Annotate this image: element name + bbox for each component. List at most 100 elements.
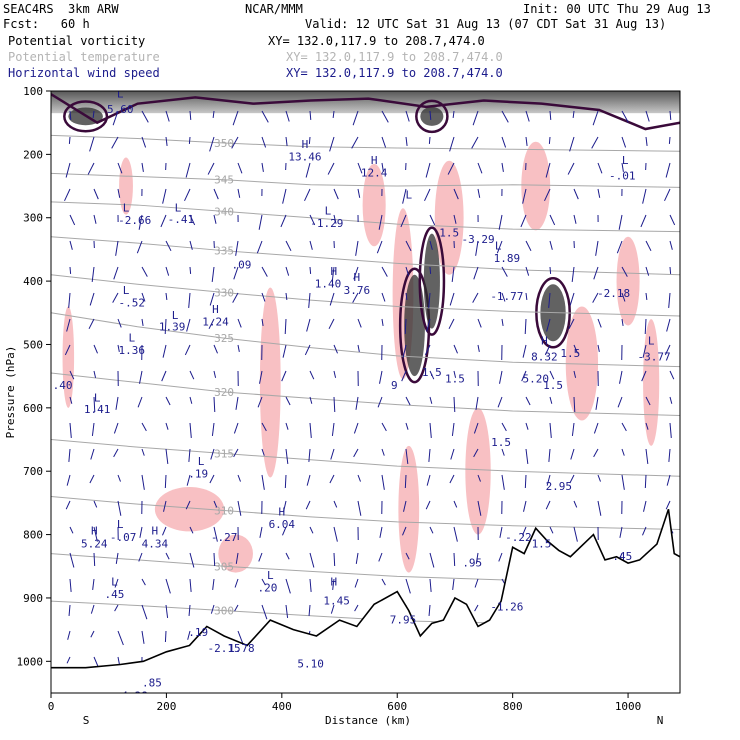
wind-vector	[621, 292, 626, 302]
theta-line-315	[51, 439, 680, 477]
wind-vector	[189, 240, 193, 250]
wind-vector	[261, 474, 265, 490]
wind-vector	[669, 110, 672, 121]
wind-vector	[306, 318, 311, 332]
wind-vector	[405, 422, 409, 430]
wind-vector	[473, 422, 479, 434]
wind-vector	[285, 136, 288, 146]
wind-vector	[453, 552, 456, 567]
wind-vector	[333, 188, 339, 200]
wind-vector	[666, 474, 671, 486]
wind-vector	[333, 214, 337, 224]
wind-vector	[549, 422, 552, 438]
terrain-fill	[51, 509, 680, 693]
wind-vector	[548, 448, 551, 462]
wind-vector	[545, 500, 551, 510]
wind-vector	[352, 110, 359, 126]
wind-vector	[496, 240, 503, 254]
stratosphere-shading	[51, 91, 680, 114]
wind-vector	[66, 656, 71, 664]
contour-annotation: 3.76	[344, 284, 371, 297]
contour-annotation: -.41	[168, 213, 195, 226]
terrain	[51, 508, 680, 693]
wind-vector	[403, 500, 407, 512]
wind-vector	[546, 474, 551, 486]
contour-annotation: 1.5	[543, 379, 563, 392]
contour-annotation: H	[279, 506, 286, 519]
wind-vector	[141, 630, 145, 644]
pink-region-6	[398, 445, 420, 573]
y-tick-label: 400	[23, 275, 43, 288]
contour-annotation: L	[495, 239, 502, 252]
contour-annotation: H	[152, 525, 159, 538]
wind-vector	[309, 266, 312, 275]
field-xy-pv: XY= 132.0,117.9 to 208.7,474.0	[268, 34, 485, 48]
contour-annotation: .19	[188, 468, 208, 481]
wind-vector	[141, 136, 147, 148]
contour-annotation: 7.95	[390, 613, 417, 626]
wind-vector	[451, 422, 455, 436]
wind-vector	[213, 526, 218, 542]
field-xy-theta: XY= 132.0,117.9 to 208.7,474.0	[286, 50, 503, 64]
pv-core-1	[423, 233, 440, 329]
wind-vector	[233, 448, 239, 458]
wind-vector	[69, 266, 72, 275]
wind-vector	[165, 292, 168, 301]
wind-vector	[283, 500, 287, 512]
wind-vector	[184, 344, 191, 356]
contour-annotations: L5.60L-2.66L-.41H13.46L-1.29H12.4L-.52L1…	[53, 91, 671, 693]
wind-vector	[163, 500, 167, 512]
model-title: SEAC4RS 3km ARW	[3, 2, 119, 16]
wind-vector	[327, 162, 335, 175]
wind-vector	[285, 604, 289, 618]
wind-vector	[90, 604, 95, 614]
wind-vector	[357, 188, 361, 198]
wind-vector	[645, 396, 651, 406]
wind-vector	[402, 526, 407, 536]
wind-vector	[549, 370, 555, 380]
x-tick-label: 200	[156, 700, 176, 713]
wind-vector	[381, 136, 387, 148]
theta-label-300: 300	[214, 605, 234, 618]
wind-vector	[597, 318, 602, 328]
wind-vector	[616, 240, 623, 254]
contour-annotation: -.52	[119, 296, 146, 309]
wind-vector	[497, 396, 503, 408]
wind-vector	[354, 578, 359, 588]
wind-vector	[545, 162, 551, 178]
wind-vector	[405, 240, 412, 252]
wind-vector	[112, 110, 119, 126]
wind-vector	[285, 448, 289, 464]
wind-vector	[645, 240, 652, 252]
wind-vector	[280, 214, 287, 228]
contour-annotation: L	[267, 569, 274, 582]
wind-vector	[115, 396, 119, 410]
wind-vector	[524, 318, 527, 335]
wind-vector	[498, 214, 503, 230]
wind-vector	[89, 136, 95, 152]
contour-annotation: 1.5	[422, 366, 442, 379]
wind-vector	[138, 214, 143, 230]
wind-vector	[189, 552, 195, 568]
wind-vector	[400, 214, 407, 228]
wind-vector	[644, 318, 647, 335]
wind-vector	[332, 578, 335, 590]
wind-vector	[548, 136, 551, 145]
wind-vector	[331, 266, 335, 282]
wind-vector	[237, 474, 241, 482]
wind-vector	[213, 344, 218, 354]
wind-vector	[89, 474, 95, 484]
wind-vector	[304, 188, 311, 201]
wind-vector	[549, 240, 553, 250]
wind-vector	[429, 552, 435, 568]
theta-label-345: 345	[214, 174, 234, 187]
contour-annotation: L	[405, 189, 412, 202]
wind-vector	[141, 266, 148, 277]
wind-vector	[329, 292, 335, 306]
contour-annotation: 4.34	[142, 537, 169, 550]
wind-vector	[592, 110, 599, 126]
wind-vector	[643, 500, 647, 512]
wind-vector	[405, 396, 411, 406]
contour-annotation: L	[622, 154, 629, 167]
forecast-hour: Fcst: 60 h	[3, 17, 90, 31]
